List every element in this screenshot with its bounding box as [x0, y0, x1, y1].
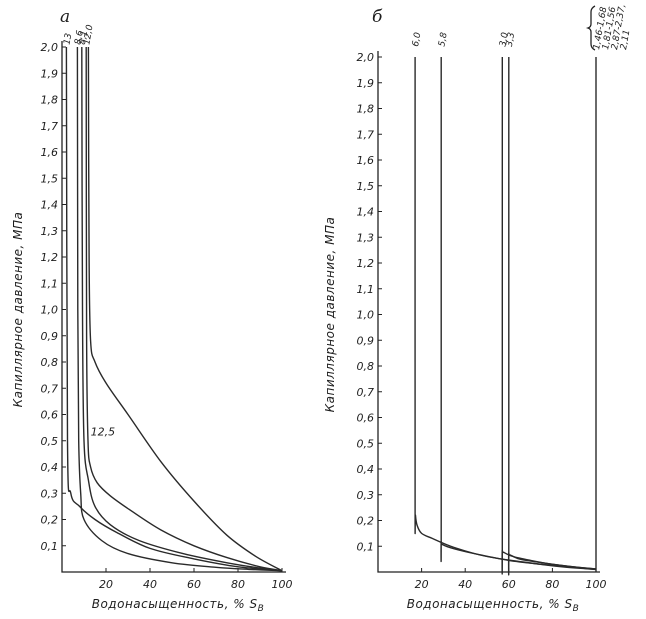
x-axis-title: Водонасыщенность, % SВ — [407, 597, 580, 614]
y-tick-label: 0,3 — [357, 489, 375, 502]
x-tick-label: 60 — [502, 578, 516, 591]
y-tick-label: 1,3 — [357, 231, 375, 244]
series-line-8-1 — [81, 46, 283, 572]
series-line-12-0 — [85, 46, 283, 572]
y-tick-label: 1,7 — [357, 128, 375, 141]
y-tick-label: 0,1 — [357, 540, 375, 553]
series-label: 5,8 — [437, 31, 449, 47]
x-tick-label: 40 — [458, 578, 472, 591]
y-tick-label: 1,5 — [357, 180, 375, 193]
y-tick-label: 0,8 — [357, 360, 375, 373]
y-tick-label: 0,3 — [41, 487, 59, 500]
chart-panel-b: 0,1 0,2 0,3 0,4 0,5 0,6 0,7 0,8 0,9 1,0 1,1 1,2 1,3 1… — [323, 3, 632, 614]
x-tick-label: 20 — [99, 578, 113, 591]
y-tick-label: 1,1 — [357, 283, 375, 296]
series-label: 12,0 — [82, 24, 95, 46]
series-label: 3,3 — [505, 31, 517, 47]
y-tick-label: 2,0 — [357, 51, 375, 64]
y-tick-label: 0,6 — [41, 409, 59, 422]
inline-curve-label: 12,5 — [91, 426, 116, 439]
y-tick-label: 0,5 — [357, 437, 375, 450]
axis-lines — [61, 41, 286, 573]
y-tick-label: 1,2 — [357, 257, 375, 270]
x-axis-title: Водонасыщенность, % SВ — [92, 597, 265, 614]
series-line-4 — [87, 46, 283, 572]
panel-letter: б — [372, 7, 383, 27]
y-tick-label: 0,8 — [41, 356, 59, 369]
series-line-3-3 — [507, 56, 597, 576]
group-label: 2,11 — [619, 29, 632, 50]
y-tick-label: 1,9 — [41, 67, 59, 80]
y-tick-label: 1,3 — [41, 225, 59, 238]
y-tick-label: 1,6 — [41, 146, 59, 159]
x-tick-label: 60 — [187, 578, 201, 591]
y-tick-label: 1,2 — [41, 251, 59, 264]
x-tick-label: 20 — [415, 578, 429, 591]
series-line-6-0 — [414, 56, 597, 571]
x-tick-label: 80 — [231, 578, 245, 591]
x-tick-label: 100 — [586, 578, 607, 591]
x-tick-label: 100 — [272, 578, 293, 591]
y-tick-label: 1,5 — [41, 172, 59, 185]
y-tick-label: 0,7 — [357, 386, 375, 399]
y-tick-label: 0,2 — [41, 514, 59, 527]
y-tick-label: 0,4 — [357, 463, 375, 476]
axis-lines — [377, 51, 600, 573]
panel-letter: a — [60, 7, 70, 27]
y-tick-label: 1,9 — [357, 77, 375, 90]
y-tick-label: 1,6 — [357, 154, 375, 167]
x-axis-title-subscript: В — [573, 604, 580, 614]
y-tick-label: 0,1 — [41, 540, 59, 553]
y-tick-label: 0,4 — [41, 461, 59, 474]
y-tick-label: 2,0 — [41, 41, 59, 54]
y-tick-label: 1,0 — [41, 304, 59, 317]
series-label: 13 — [63, 32, 75, 45]
y-tick-label: 1,8 — [357, 103, 375, 116]
series-line-5-8 — [440, 57, 597, 571]
y-axis-title: Капиллярное давление, МПа — [11, 212, 25, 408]
y-tick-label: 1,8 — [41, 94, 59, 107]
chart-panel-a: 0,1 0,2 0,3 0,4 0,5 0,6 0,7 0,8 0,9 1,0 1,1 1,2 1,3 1… — [11, 7, 293, 614]
y-tick-label: 0,6 — [357, 412, 375, 425]
x-tick-label: 40 — [143, 578, 157, 591]
y-tick-label: 0,5 — [41, 435, 59, 448]
y-tick-label: 0,2 — [357, 515, 375, 528]
y-tick-label: 0,9 — [357, 334, 375, 347]
x-axis-title-subscript: В — [258, 604, 265, 614]
series-label: 3,0 — [498, 31, 510, 47]
series-label: 8,1 — [78, 30, 90, 46]
series-label: 8,6 — [74, 29, 86, 45]
series-label: 6,0 — [411, 31, 423, 47]
y-tick-label: 1,4 — [41, 199, 59, 212]
y-tick-label: 0,9 — [41, 330, 59, 343]
y-tick-label: 1,0 — [357, 309, 375, 322]
series-line-8-6 — [76, 46, 283, 572]
y-axis-title: Капиллярное давление, МПа — [323, 217, 337, 413]
y-tick-label: 1,4 — [357, 206, 375, 219]
y-tick-label: 1,7 — [41, 120, 59, 133]
series-line-13 — [65, 46, 283, 572]
y-tick-label: 0,7 — [41, 382, 59, 395]
x-tick-label: 80 — [545, 578, 559, 591]
series-line-3-0 — [501, 57, 597, 575]
y-tick-label: 1,1 — [41, 277, 59, 290]
group-brace — [585, 5, 596, 51]
